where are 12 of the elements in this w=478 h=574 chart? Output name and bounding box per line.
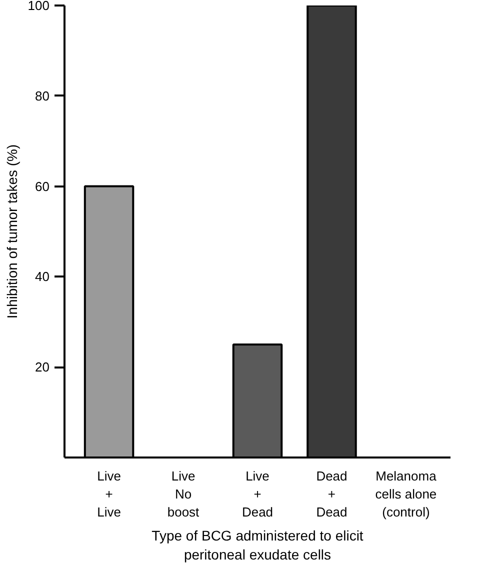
y-tick-label: 20 <box>35 360 50 375</box>
y-tick-label: 80 <box>35 88 50 104</box>
y-tick-label: 100 <box>28 0 50 13</box>
x-axis-title: Type of BCG administered to elicit peritoneal exudate cells <box>152 528 364 563</box>
x-tick-label: Live + Live <box>97 468 121 520</box>
x-tick-label: Live No boost <box>167 468 200 520</box>
x-tick-label: Dead + Dead <box>316 468 348 520</box>
x-tick-label: Melanoma cells alone (control) <box>375 468 438 520</box>
y-tick-label: 60 <box>35 178 50 194</box>
y-axis-title: Inhibition of tumor takes (%) <box>4 144 20 319</box>
y-tick-label: 40 <box>35 269 50 284</box>
x-tick-label: Live + Dead <box>242 468 274 520</box>
